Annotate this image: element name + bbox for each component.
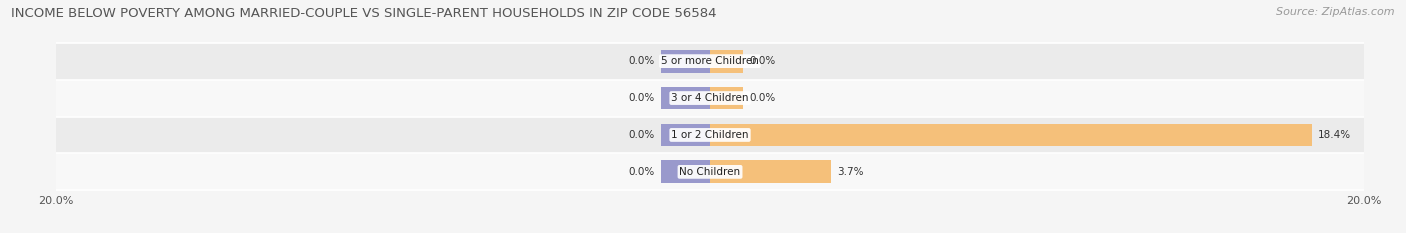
Text: 3 or 4 Children: 3 or 4 Children bbox=[671, 93, 749, 103]
Text: 18.4%: 18.4% bbox=[1317, 130, 1351, 140]
Text: Source: ZipAtlas.com: Source: ZipAtlas.com bbox=[1277, 7, 1395, 17]
Bar bbox=[56, 153, 1364, 190]
Text: 1 or 2 Children: 1 or 2 Children bbox=[671, 130, 749, 140]
Text: 0.0%: 0.0% bbox=[628, 130, 654, 140]
Text: 0.0%: 0.0% bbox=[749, 56, 776, 66]
Text: No Children: No Children bbox=[679, 167, 741, 177]
Bar bbox=[661, 50, 710, 72]
Bar bbox=[710, 123, 1312, 146]
Text: INCOME BELOW POVERTY AMONG MARRIED-COUPLE VS SINGLE-PARENT HOUSEHOLDS IN ZIP COD: INCOME BELOW POVERTY AMONG MARRIED-COUPL… bbox=[11, 7, 717, 20]
Bar bbox=[56, 43, 1364, 80]
Bar bbox=[710, 161, 831, 183]
Bar bbox=[710, 50, 742, 72]
Bar bbox=[661, 87, 710, 110]
Text: 5 or more Children: 5 or more Children bbox=[661, 56, 759, 66]
Bar bbox=[56, 116, 1364, 153]
Bar bbox=[56, 80, 1364, 116]
Text: 3.7%: 3.7% bbox=[838, 167, 865, 177]
Bar bbox=[710, 87, 742, 110]
Text: 0.0%: 0.0% bbox=[749, 93, 776, 103]
Bar bbox=[661, 123, 710, 146]
Text: 0.0%: 0.0% bbox=[628, 56, 654, 66]
Text: 0.0%: 0.0% bbox=[628, 93, 654, 103]
Bar bbox=[661, 161, 710, 183]
Text: 0.0%: 0.0% bbox=[628, 167, 654, 177]
